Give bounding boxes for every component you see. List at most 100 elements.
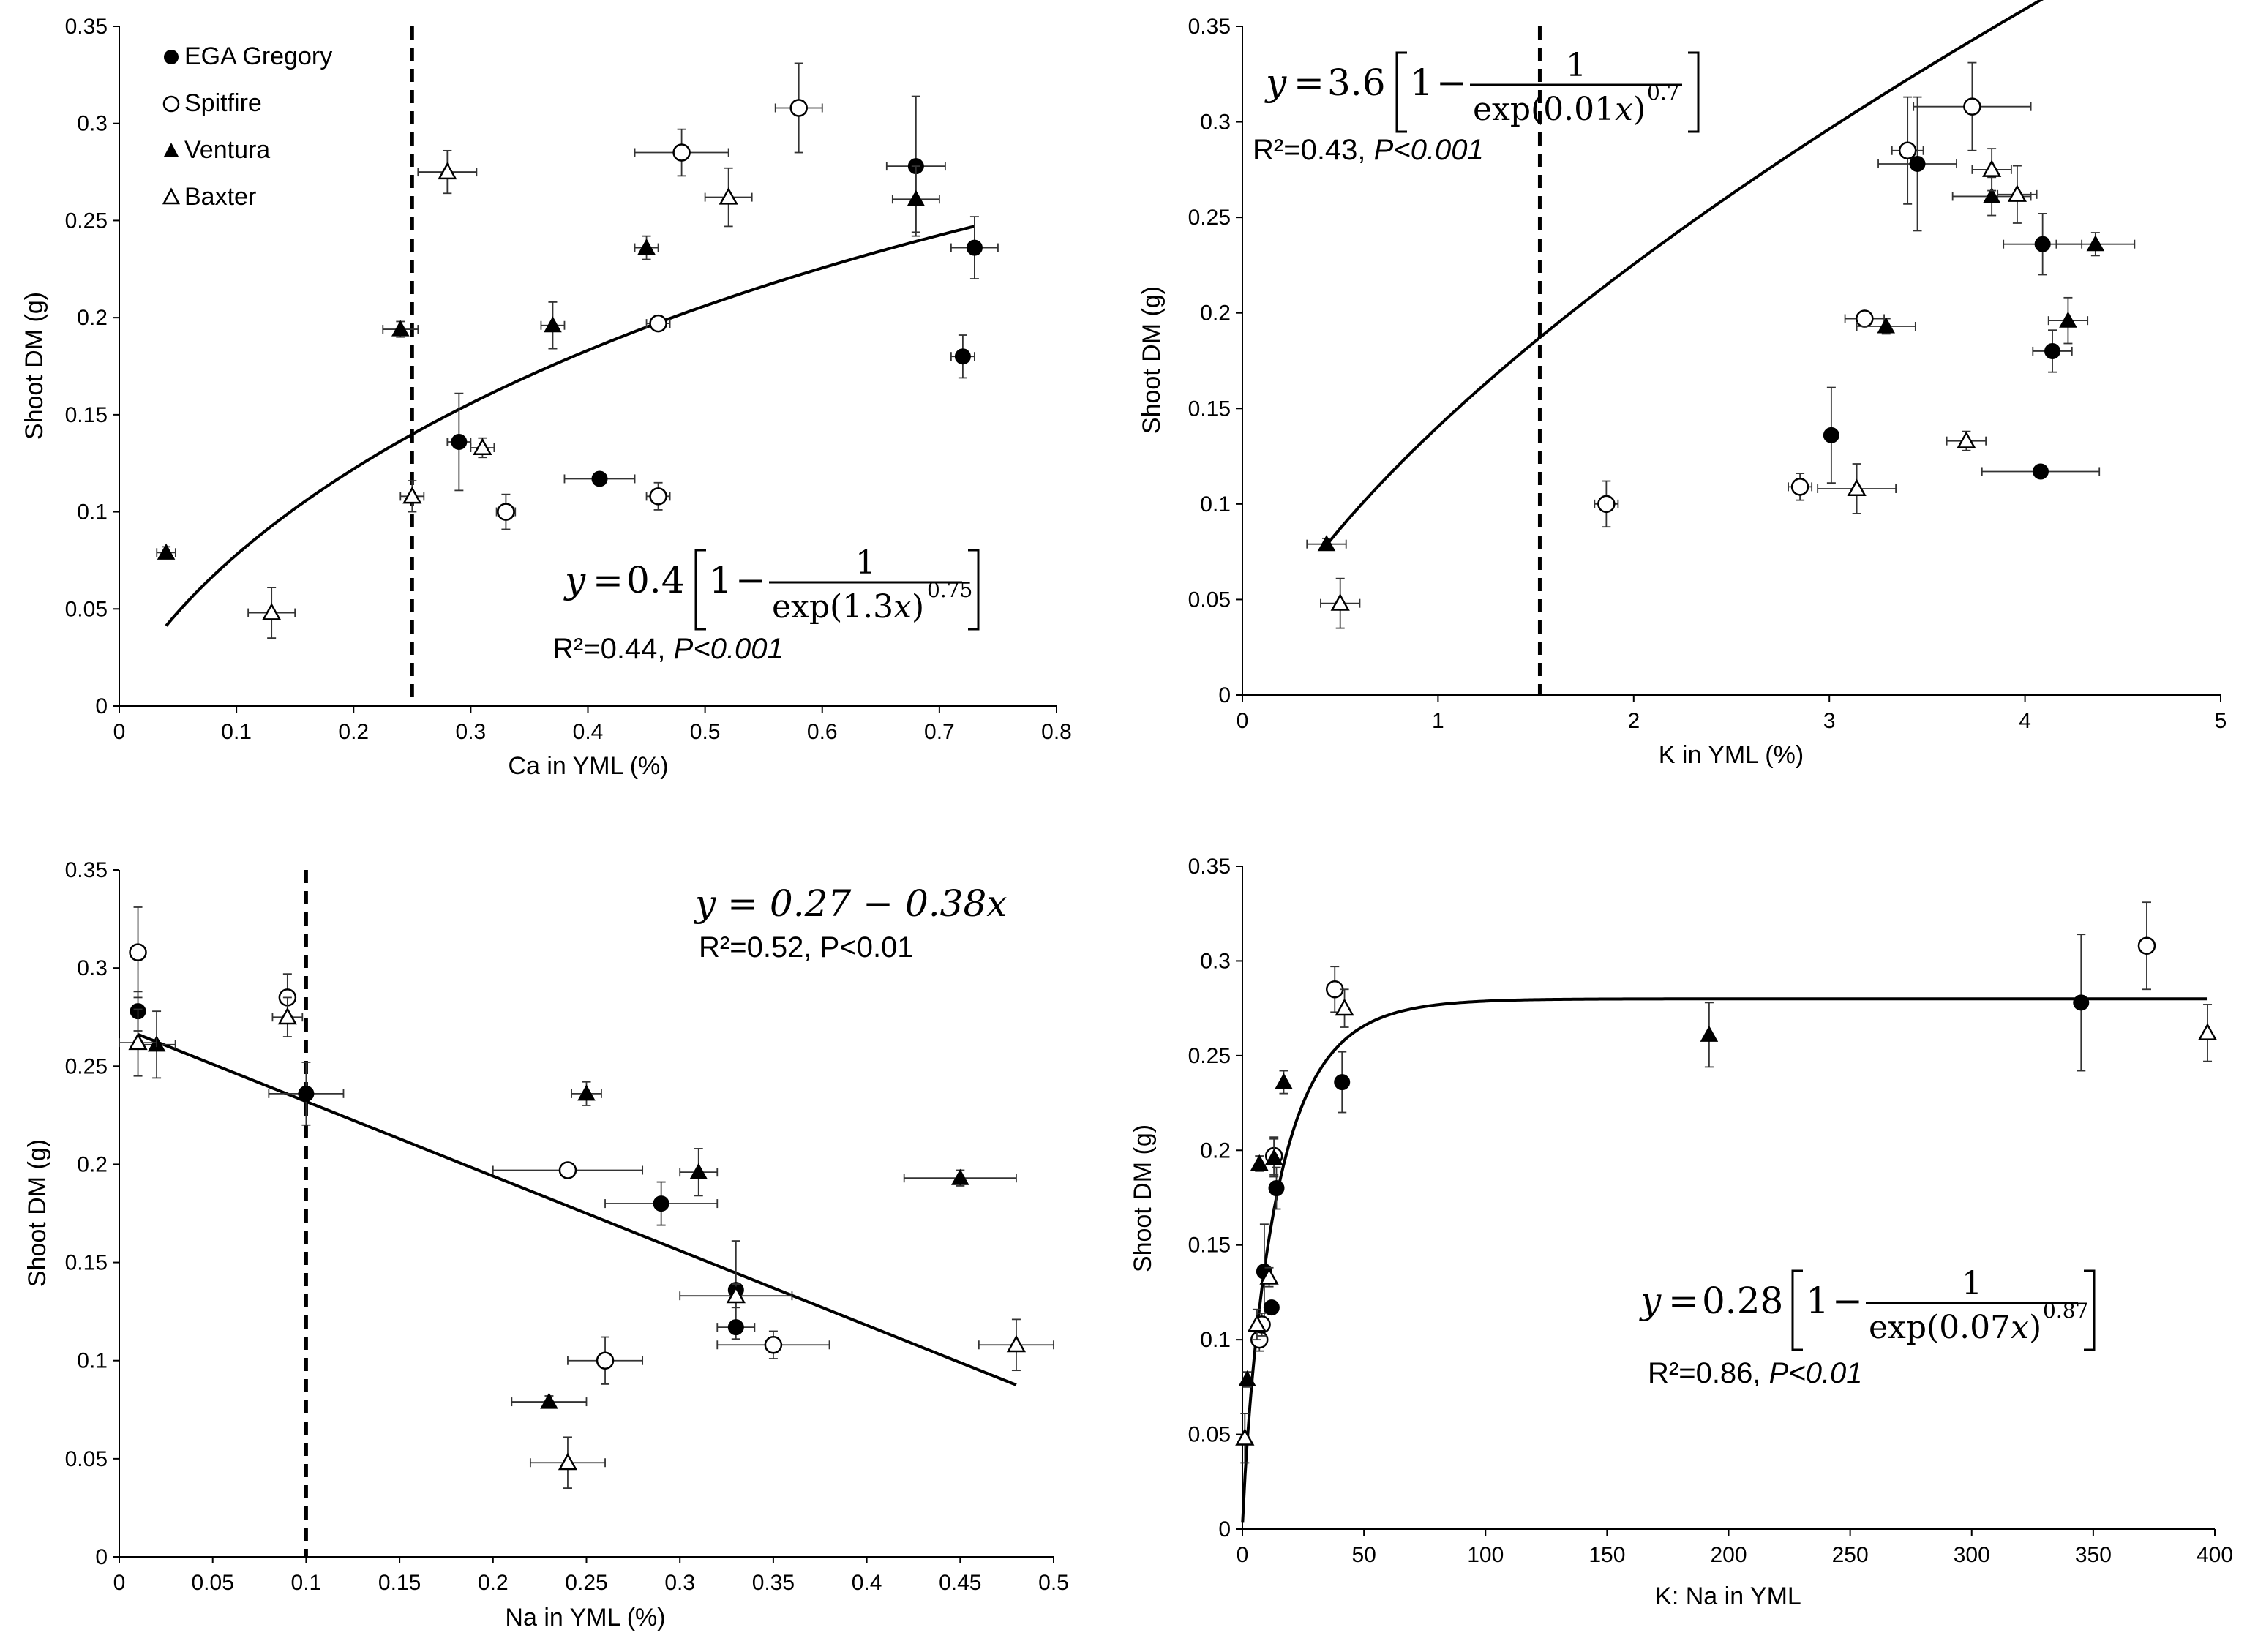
data-point: [1594, 480, 1619, 528]
data-point: [529, 1436, 606, 1489]
r-squared: R²=0.44,: [552, 633, 674, 665]
egagregory-marker: [1823, 427, 1839, 443]
equation-left-bracket: [1791, 1269, 1803, 1351]
y-tick-label: 0.1: [77, 1349, 108, 1373]
legend-marker-open-circle: [162, 95, 180, 113]
baxter-marker: [1982, 159, 2002, 177]
x-tick-label: 0.35: [752, 1571, 795, 1595]
data-point: [1306, 535, 1347, 552]
data-point: [679, 1148, 719, 1197]
x-tick-label: 0.25: [565, 1571, 607, 1595]
legend-label: Spitfire: [184, 89, 262, 117]
series-spitfire: [129, 906, 830, 1385]
data-point: [417, 149, 478, 195]
data-point: [1844, 309, 1885, 328]
series-ventura: [156, 165, 940, 560]
x-tick-label: 0.6: [807, 720, 838, 744]
baxter-marker: [402, 486, 422, 504]
x-tick-label: 400: [2197, 1543, 2233, 1567]
data-point: [1788, 473, 1813, 501]
egagregory-marker: [2044, 342, 2061, 359]
x-tick-label: 1: [1432, 709, 1444, 733]
legend-item: Baxter: [162, 183, 256, 211]
spitfire-marker: [649, 314, 667, 333]
legend-label: Baxter: [184, 183, 256, 211]
ventura-marker: [540, 1392, 558, 1409]
baxter-marker: [726, 1285, 746, 1304]
y-tick-label: 0.15: [1188, 1234, 1231, 1258]
data-point: [268, 1062, 345, 1126]
baxter-marker: [1330, 593, 1350, 611]
equation-coef: 0.4: [626, 559, 685, 601]
equation-text: y = 0.27 − 0.38x: [694, 882, 1007, 925]
y-axis-title: Shoot DM (g): [1129, 1125, 1157, 1272]
legend-label: EGA Gregory: [184, 42, 332, 70]
data-point: [1263, 1299, 1280, 1316]
spitfire-marker: [1597, 495, 1616, 514]
fit-statistics: R²=0.44, P<0.001: [552, 633, 784, 665]
fit-curve: [165, 225, 975, 627]
legend-item: Ventura: [164, 136, 270, 164]
x-tick-label: 200: [1710, 1543, 1747, 1567]
ventura-marker: [1250, 1154, 1269, 1171]
data-point: [1877, 96, 1957, 232]
y-tick-label: 0.15: [1188, 397, 1231, 421]
p-value: P<0.01: [1769, 1357, 1863, 1389]
equation-power: 0.75: [927, 578, 972, 602]
ventura-marker: [2059, 311, 2077, 328]
x-tick-label: 0.05: [192, 1571, 234, 1595]
data-point: [129, 906, 147, 999]
equation-equals: =: [593, 559, 623, 601]
x-tick-label: 2: [1627, 709, 1640, 733]
y-tick-label: 0: [95, 694, 108, 718]
ventura-marker: [577, 1084, 596, 1101]
spitfire-marker: [789, 99, 808, 117]
legend-label: Ventura: [184, 136, 270, 164]
x-tick-label: 0.45: [939, 1571, 981, 1595]
data-point: [495, 493, 517, 530]
x-axis-title: Na in YML (%): [505, 1604, 665, 1632]
equation-one: 1: [1806, 1280, 1829, 1322]
p-value: P<0.01: [820, 931, 914, 964]
x-tick-label: 0.1: [221, 720, 252, 744]
data-point: [156, 543, 176, 560]
data-point: [540, 301, 566, 350]
equation-minus: −: [1436, 61, 1467, 104]
x-tick-label: 0.5: [690, 720, 721, 744]
y-tick-label: 0.3: [77, 112, 108, 136]
equation-left-bracket: [694, 549, 706, 631]
legend-marker-filled-triangle: [164, 143, 179, 157]
data-point: [1891, 96, 1924, 205]
fit-curve: [1241, 997, 2208, 1523]
equation-lhs: y: [563, 559, 586, 601]
equation-right-bracket: [2084, 1269, 2096, 1351]
egagregory-marker: [1334, 1074, 1351, 1091]
data-point: [1320, 577, 1361, 629]
r-squared: R²=0.52,: [699, 931, 820, 964]
series-ega-gregory: [446, 95, 999, 492]
x-tick-label: 0.3: [456, 720, 487, 744]
baxter-marker: [1957, 431, 1976, 448]
baxter-marker: [1235, 1428, 1255, 1446]
x-tick-label: 50: [1351, 1543, 1376, 1567]
spitfire-marker: [1856, 309, 1874, 328]
series-ventura: [1238, 1002, 1719, 1388]
x-tick-label: 350: [2075, 1543, 2112, 1567]
y-tick-label: 0.25: [1188, 206, 1231, 230]
x-tick-label: 0: [113, 720, 126, 744]
data-point: [1334, 1051, 1351, 1114]
y-tick-label: 0.35: [1188, 15, 1231, 39]
egagregory-marker: [2032, 463, 2049, 480]
baxter-marker: [1259, 1267, 1279, 1285]
equation-minus: −: [1832, 1280, 1863, 1322]
equation-equals: =: [1294, 61, 1324, 104]
y-tick-label: 0.05: [1188, 587, 1231, 612]
data-point: [679, 1283, 793, 1309]
y-tick-label: 0.25: [1188, 1044, 1231, 1068]
baxter-marker: [2007, 184, 2027, 202]
fit-equation: y = 0.27 − 0.38x: [694, 882, 1007, 925]
x-tick-label: 0: [1237, 709, 1249, 733]
